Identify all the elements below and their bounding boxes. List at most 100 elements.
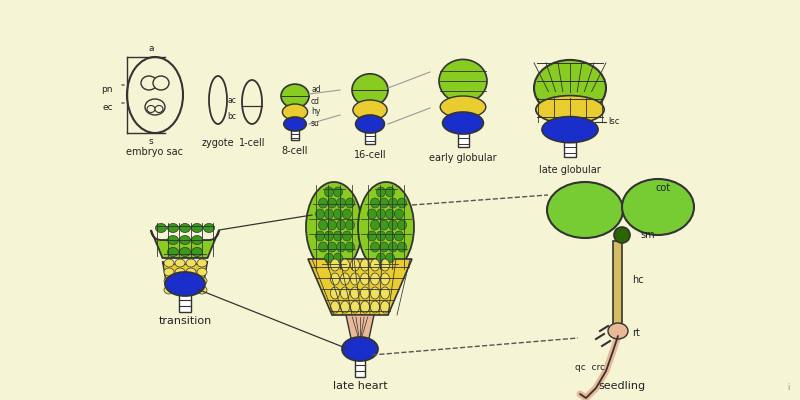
Ellipse shape	[175, 259, 185, 267]
Ellipse shape	[361, 273, 370, 285]
Text: zygote: zygote	[202, 138, 234, 148]
Ellipse shape	[377, 253, 386, 263]
Ellipse shape	[341, 287, 350, 299]
Ellipse shape	[197, 259, 207, 267]
Ellipse shape	[281, 84, 309, 108]
Ellipse shape	[346, 242, 354, 252]
Ellipse shape	[164, 277, 174, 285]
Ellipse shape	[209, 76, 227, 124]
Text: 16-cell: 16-cell	[354, 150, 386, 160]
Text: embryo sac: embryo sac	[126, 147, 183, 157]
Ellipse shape	[179, 236, 190, 244]
Ellipse shape	[439, 59, 487, 103]
Ellipse shape	[175, 286, 185, 294]
Ellipse shape	[370, 287, 379, 299]
Text: cd: cd	[311, 98, 320, 106]
Text: s: s	[149, 137, 154, 146]
Ellipse shape	[284, 117, 306, 131]
Ellipse shape	[381, 259, 390, 271]
Ellipse shape	[350, 287, 359, 299]
Ellipse shape	[318, 242, 327, 252]
Ellipse shape	[342, 231, 351, 241]
Ellipse shape	[203, 224, 214, 232]
Text: hc: hc	[632, 275, 644, 285]
Ellipse shape	[342, 337, 378, 361]
Bar	[291, 130, 299, 140]
Text: bc: bc	[227, 112, 236, 121]
Ellipse shape	[370, 220, 379, 230]
Text: i: i	[788, 383, 790, 392]
Ellipse shape	[377, 187, 386, 197]
Polygon shape	[308, 259, 412, 315]
Text: 8-cell: 8-cell	[282, 146, 308, 156]
Ellipse shape	[379, 220, 389, 230]
Ellipse shape	[341, 301, 350, 313]
Ellipse shape	[242, 80, 262, 124]
Ellipse shape	[164, 268, 174, 276]
Ellipse shape	[341, 273, 350, 285]
Polygon shape	[162, 261, 207, 288]
Ellipse shape	[614, 227, 630, 243]
Ellipse shape	[370, 301, 379, 313]
Ellipse shape	[389, 220, 398, 230]
Text: transition: transition	[158, 316, 212, 326]
Ellipse shape	[337, 220, 346, 230]
Ellipse shape	[197, 277, 207, 285]
Ellipse shape	[534, 60, 606, 116]
Ellipse shape	[186, 286, 196, 294]
Text: early globular: early globular	[429, 153, 497, 163]
Text: ad: ad	[311, 86, 321, 94]
Ellipse shape	[327, 220, 337, 230]
Text: 1-cell: 1-cell	[238, 138, 266, 148]
Ellipse shape	[346, 198, 354, 208]
Ellipse shape	[622, 179, 694, 235]
Text: ec: ec	[102, 103, 113, 112]
Ellipse shape	[191, 224, 202, 232]
Ellipse shape	[334, 253, 342, 263]
Ellipse shape	[398, 242, 406, 252]
Ellipse shape	[370, 273, 379, 285]
Ellipse shape	[352, 74, 388, 106]
Ellipse shape	[350, 259, 359, 271]
Ellipse shape	[145, 99, 165, 115]
Polygon shape	[346, 315, 374, 343]
Bar	[613, 241, 622, 326]
Bar	[365, 132, 375, 144]
Ellipse shape	[186, 259, 196, 267]
Ellipse shape	[398, 198, 406, 208]
Ellipse shape	[361, 287, 370, 299]
Ellipse shape	[361, 259, 370, 271]
Ellipse shape	[547, 182, 623, 238]
Text: rt: rt	[632, 328, 640, 338]
Bar	[458, 133, 469, 147]
Ellipse shape	[370, 242, 379, 252]
Bar	[179, 294, 191, 312]
Ellipse shape	[381, 301, 390, 313]
Ellipse shape	[330, 301, 339, 313]
Ellipse shape	[377, 231, 386, 241]
Ellipse shape	[282, 104, 308, 120]
Ellipse shape	[186, 277, 196, 285]
Ellipse shape	[315, 231, 325, 241]
Ellipse shape	[334, 231, 342, 241]
Ellipse shape	[342, 209, 351, 219]
Bar	[355, 359, 365, 377]
Ellipse shape	[337, 198, 346, 208]
Ellipse shape	[386, 209, 394, 219]
Ellipse shape	[398, 220, 406, 230]
Ellipse shape	[386, 187, 394, 197]
Text: late globular: late globular	[539, 165, 601, 174]
Ellipse shape	[141, 76, 157, 90]
Ellipse shape	[358, 182, 414, 272]
Ellipse shape	[334, 209, 342, 219]
Ellipse shape	[127, 57, 183, 133]
Ellipse shape	[191, 236, 202, 244]
Text: qc  crc: qc crc	[575, 364, 605, 372]
Ellipse shape	[370, 198, 379, 208]
Ellipse shape	[147, 106, 155, 112]
Text: seedling: seedling	[598, 381, 646, 391]
Ellipse shape	[346, 220, 354, 230]
Ellipse shape	[186, 268, 196, 276]
Text: cot: cot	[656, 183, 671, 193]
Ellipse shape	[341, 259, 350, 271]
